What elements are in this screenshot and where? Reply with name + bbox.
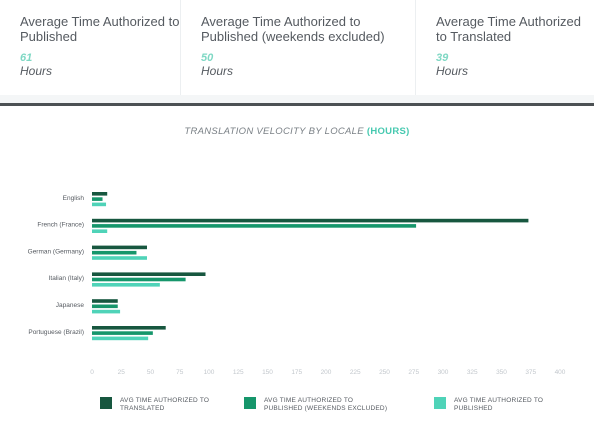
legend-swatch	[244, 397, 256, 409]
x-tick-label: 275	[408, 369, 419, 376]
x-tick-label: 0	[90, 369, 94, 376]
bar	[92, 202, 107, 207]
y-tick-label: Japanese	[56, 302, 85, 309]
bar	[92, 197, 103, 201]
stat-title: Average Time Authorized to Translated	[436, 14, 582, 44]
x-tick-label: 350	[496, 369, 507, 376]
bar-chart: English French (France) German (Germany) It…	[28, 192, 566, 376]
bar	[92, 256, 147, 260]
chart-legend: AVG TIME AUTHORIZED TO TRANSLATED AVG TI…	[0, 397, 594, 417]
stat-title: Average Time Authorized to Published (we…	[201, 14, 385, 44]
legend-swatch	[100, 397, 112, 409]
bar	[92, 304, 118, 309]
bar	[92, 229, 108, 233]
x-tick-label: 25	[118, 369, 126, 376]
x-tick-label: 100	[204, 369, 215, 376]
x-tick-label: 400	[555, 369, 566, 376]
stat-value: 39	[436, 52, 449, 64]
chart-panel: TRANSLATION VELOCITY BY LOCALE (HOURS) E…	[0, 106, 594, 425]
legend-item-published: AVG TIME AUTHORIZED TO PUBLISHED	[434, 397, 554, 413]
x-tick-label: 175	[291, 369, 302, 376]
legend-swatch	[434, 397, 446, 409]
bar	[92, 250, 137, 255]
stat-unit: Hours	[436, 64, 469, 78]
legend-label: AVG TIME AUTHORIZED TO PUBLISHED	[454, 397, 544, 412]
section-divider	[0, 103, 594, 106]
chart-title: TRANSLATION VELOCITY BY LOCALE (HOURS)	[0, 126, 594, 137]
chart-title-unit: (HOURS)	[366, 126, 410, 137]
bar	[92, 218, 529, 223]
stat-card-authorized-to-published-weekends-excluded: Average Time Authorized to Published (we…	[181, 0, 416, 95]
x-tick-label: 50	[147, 369, 155, 376]
y-tick-label: English	[63, 195, 85, 202]
bar	[92, 326, 166, 330]
y-tick-label: French (France)	[37, 222, 84, 229]
x-tick-label: 125	[233, 369, 244, 376]
y-tick-label: Italian (Italy)	[49, 275, 84, 282]
bar	[92, 336, 149, 341]
stat-value: 61	[20, 52, 33, 64]
x-tick-label: 300	[438, 369, 449, 376]
bar	[92, 309, 121, 314]
stat-title: Average Time Authorized to Published	[20, 14, 180, 44]
stat-value: 50	[201, 52, 214, 64]
bar	[92, 331, 153, 335]
stat-unit: Hours	[20, 64, 53, 78]
legend-label: AVG TIME AUTHORIZED TO TRANSLATED	[120, 397, 210, 412]
y-tick-label: Portuguese (Brazil)	[28, 329, 84, 336]
bar	[92, 272, 206, 276]
legend-item-published-weekends-excluded: AVG TIME AUTHORIZED TO PUBLISHED (WEEKEN…	[244, 397, 389, 413]
x-tick-label: 150	[262, 369, 273, 376]
legend-item-translated: AVG TIME AUTHORIZED TO TRANSLATED	[100, 397, 220, 413]
stat-card-authorized-to-translated: Average Time Authorized to Translated 39…	[416, 0, 594, 95]
x-tick-label: 200	[321, 369, 332, 376]
stat-card-authorized-to-published: Average Time Authorized to Published 61 …	[0, 0, 181, 95]
bar	[92, 245, 147, 250]
bar	[92, 283, 160, 287]
bar	[92, 277, 186, 282]
bar	[92, 299, 118, 303]
x-tick-label: 225	[350, 369, 361, 376]
bar	[92, 224, 417, 228]
y-tick-label: German (Germany)	[28, 248, 84, 255]
chart-title-text: TRANSLATION VELOCITY BY LOCALE	[184, 126, 364, 137]
stats-row: Average Time Authorized to Published 61 …	[0, 0, 594, 95]
legend-label: AVG TIME AUTHORIZED TO PUBLISHED (WEEKEN…	[264, 397, 388, 412]
x-tick-label: 75	[176, 369, 184, 376]
bar	[92, 192, 108, 196]
x-tick-label: 375	[525, 369, 536, 376]
x-tick-label: 250	[379, 369, 390, 376]
stat-unit: Hours	[201, 64, 234, 78]
x-tick-label: 325	[467, 369, 478, 376]
